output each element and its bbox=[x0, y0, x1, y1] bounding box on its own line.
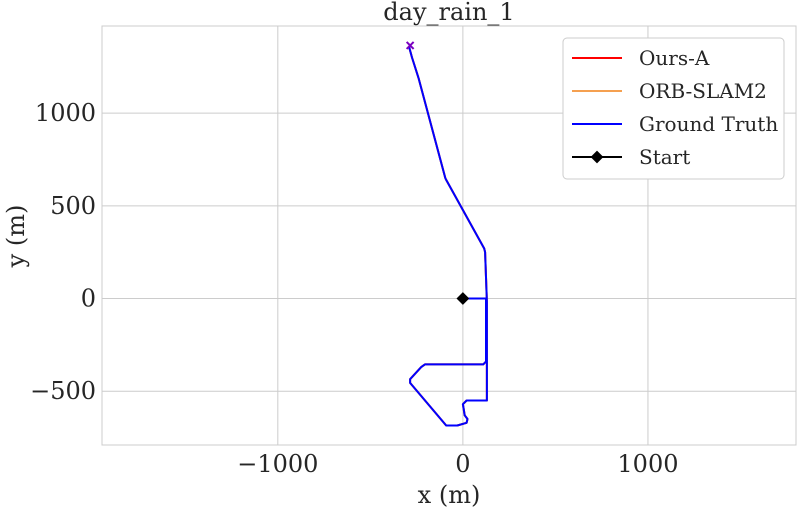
legend-box bbox=[562, 37, 785, 180]
end-marker bbox=[405, 41, 415, 50]
legend-label-ground-truth: Ground Truth bbox=[639, 112, 778, 136]
x-tick-label: −1000 bbox=[237, 450, 318, 478]
y-tick-label: 500 bbox=[50, 192, 96, 220]
legend-label-orb-slam2: ORB-SLAM2 bbox=[639, 79, 767, 103]
y-tick-label: −500 bbox=[30, 377, 96, 405]
legend-label-ours-a: Ours-A bbox=[639, 46, 710, 70]
series-line-ground-truth bbox=[408, 45, 488, 427]
series-layer bbox=[405, 41, 488, 427]
start-marker bbox=[456, 292, 470, 305]
legend: Ours-A ORB-SLAM2 Ground Truth Start bbox=[562, 37, 785, 180]
x-tick-label: 0 bbox=[455, 450, 470, 478]
y-tick-label: 0 bbox=[81, 285, 96, 313]
y-tick-label: 1000 bbox=[35, 99, 96, 127]
x-tick-label: 1000 bbox=[617, 450, 678, 478]
y-axis-label: y (m) bbox=[2, 205, 30, 269]
chart-title: day_rain_1 bbox=[383, 0, 514, 26]
legend-label-start: Start bbox=[639, 145, 690, 169]
tick-labels: −1000 0 1000 −500 0 500 1000 bbox=[30, 99, 678, 478]
x-axis-label: x (m) bbox=[418, 481, 481, 509]
